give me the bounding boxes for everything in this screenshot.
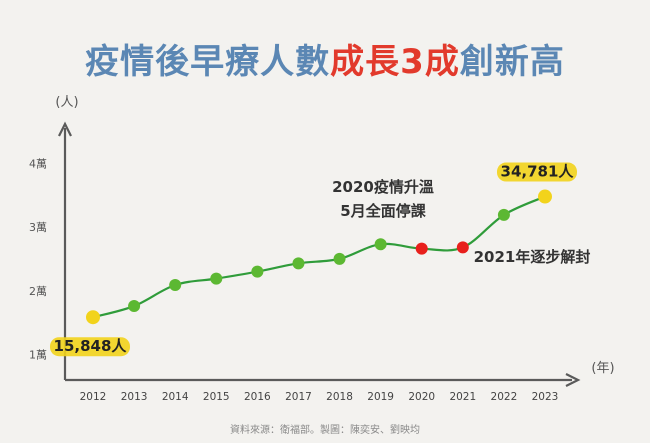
y-tick-label: 2萬 bbox=[29, 285, 47, 298]
data-point bbox=[251, 265, 264, 278]
data-label: 15,848人 bbox=[54, 337, 128, 355]
y-tick-label: 4萬 bbox=[29, 157, 47, 170]
x-tick-label: 2012 bbox=[80, 391, 107, 403]
data-point bbox=[333, 252, 346, 265]
y-axis-arrow bbox=[58, 121, 72, 137]
x-tick-label: 2014 bbox=[162, 391, 189, 403]
x-tick-label: 2016 bbox=[244, 391, 271, 403]
x-tick-label: 2022 bbox=[491, 391, 518, 403]
source-credit: 資料來源：衛福部。製圖：陳奕安、劉映均 bbox=[230, 425, 420, 436]
data-point bbox=[456, 241, 469, 254]
x-tick-label: 2023 bbox=[532, 391, 559, 403]
x-axis-label: (年) bbox=[591, 361, 614, 376]
x-tick-label: 2017 bbox=[285, 391, 312, 403]
title-part-3: 創新高 bbox=[459, 42, 565, 82]
data-point bbox=[169, 279, 182, 292]
data-point bbox=[538, 189, 552, 204]
x-tick-label: 2015 bbox=[203, 391, 230, 403]
data-point bbox=[415, 242, 428, 255]
data-point bbox=[86, 310, 100, 325]
data-point bbox=[210, 272, 223, 285]
y-axis-label: (人) bbox=[55, 95, 78, 110]
title-part-1: 疫情後早療人數 bbox=[85, 42, 331, 82]
x-tick-label: 2019 bbox=[367, 391, 394, 403]
x-tick-label: 2018 bbox=[326, 391, 353, 403]
data-point bbox=[128, 300, 141, 313]
title-part-2: 成長3成 bbox=[330, 42, 460, 82]
x-axis-arrow bbox=[565, 373, 581, 387]
annotation-text: 2020疫情升溫 bbox=[332, 178, 434, 196]
x-tick-label: 2020 bbox=[408, 391, 435, 403]
annotation-text: 2021年逐步解封 bbox=[474, 248, 591, 266]
annotation-text: 5月全面停課 bbox=[340, 202, 426, 220]
data-point bbox=[292, 257, 305, 270]
y-tick-label: 1萬 bbox=[29, 349, 47, 362]
x-tick-label: 2013 bbox=[121, 391, 148, 403]
x-tick-label: 2021 bbox=[449, 391, 476, 403]
data-label-highlight bbox=[50, 337, 130, 357]
y-tick-label: 3萬 bbox=[29, 221, 47, 234]
data-point bbox=[497, 208, 510, 221]
data-label-highlight bbox=[497, 162, 577, 182]
data-point bbox=[374, 238, 387, 251]
chart-title: 疫情後早療人數成長3成創新高 bbox=[0, 34, 650, 83]
data-label: 34,781人 bbox=[501, 163, 575, 181]
